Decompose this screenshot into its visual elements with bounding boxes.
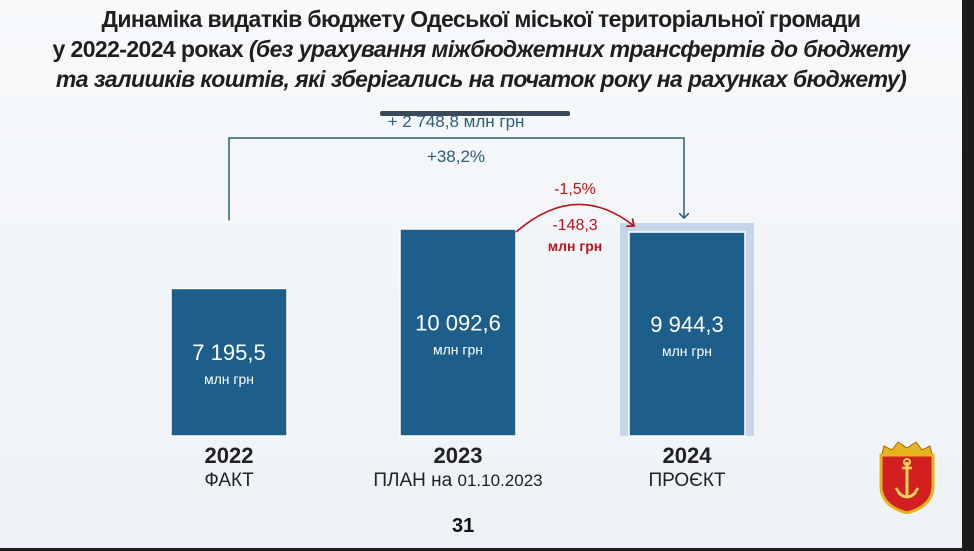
bar-2024 xyxy=(628,231,746,437)
data-label-2024: 9 944,3 xyxy=(650,312,723,337)
data-label-2023: 10 092,6 xyxy=(415,311,501,336)
bar-2022 xyxy=(170,287,288,437)
change-percent-label: -1,5% xyxy=(554,181,596,198)
growth-percent-label: +38,2% xyxy=(427,147,485,166)
growth-bracket-arrow xyxy=(228,137,684,221)
unit-label-2023: млн грн xyxy=(433,342,483,358)
category-year-2022: 2022 xyxy=(204,443,254,468)
category-note-fact: ФАКТ xyxy=(204,470,254,491)
unit-label-2022: млн грн xyxy=(204,371,254,387)
change-curved-arrow xyxy=(515,203,634,233)
odesa-coat-of-arms-icon xyxy=(879,441,935,514)
title-line-1: Динаміка видатків бюджету Одеської міськ… xyxy=(101,6,861,32)
unit-label-2024: млн грн xyxy=(662,343,712,359)
change-absolute-label: -148,3 xyxy=(552,217,597,234)
category-note-project: ПРОЄКТ xyxy=(648,470,726,491)
title-line-3: та залишків коштів, які зберігались на п… xyxy=(55,66,907,92)
data-label-2022: 7 195,5 xyxy=(192,340,265,365)
growth-absolute-label: + 2 748,8 млн грн xyxy=(388,112,525,131)
change-unit-label: млн грн xyxy=(548,238,602,254)
title-line-2-italic: (без урахування міжбюджетних трансфертів… xyxy=(248,36,910,62)
category-note-plan: ПЛАН на 01.10.2023 xyxy=(338,470,578,492)
category-note-plan-label: ПЛАН на xyxy=(373,470,453,491)
page-number: 31 xyxy=(452,515,475,537)
header-tab-decoration xyxy=(380,111,570,116)
title-line-2: у 2022-2024 роках (без урахування міжбюд… xyxy=(0,36,962,63)
bar-2023 xyxy=(399,228,517,437)
category-year-2024: 2024 xyxy=(662,443,712,468)
category-note-plan-date: 01.10.2023 xyxy=(457,471,543,490)
title-line-2-bold: у 2022-2024 роках xyxy=(52,36,244,62)
category-year-2023: 2023 xyxy=(433,443,483,468)
